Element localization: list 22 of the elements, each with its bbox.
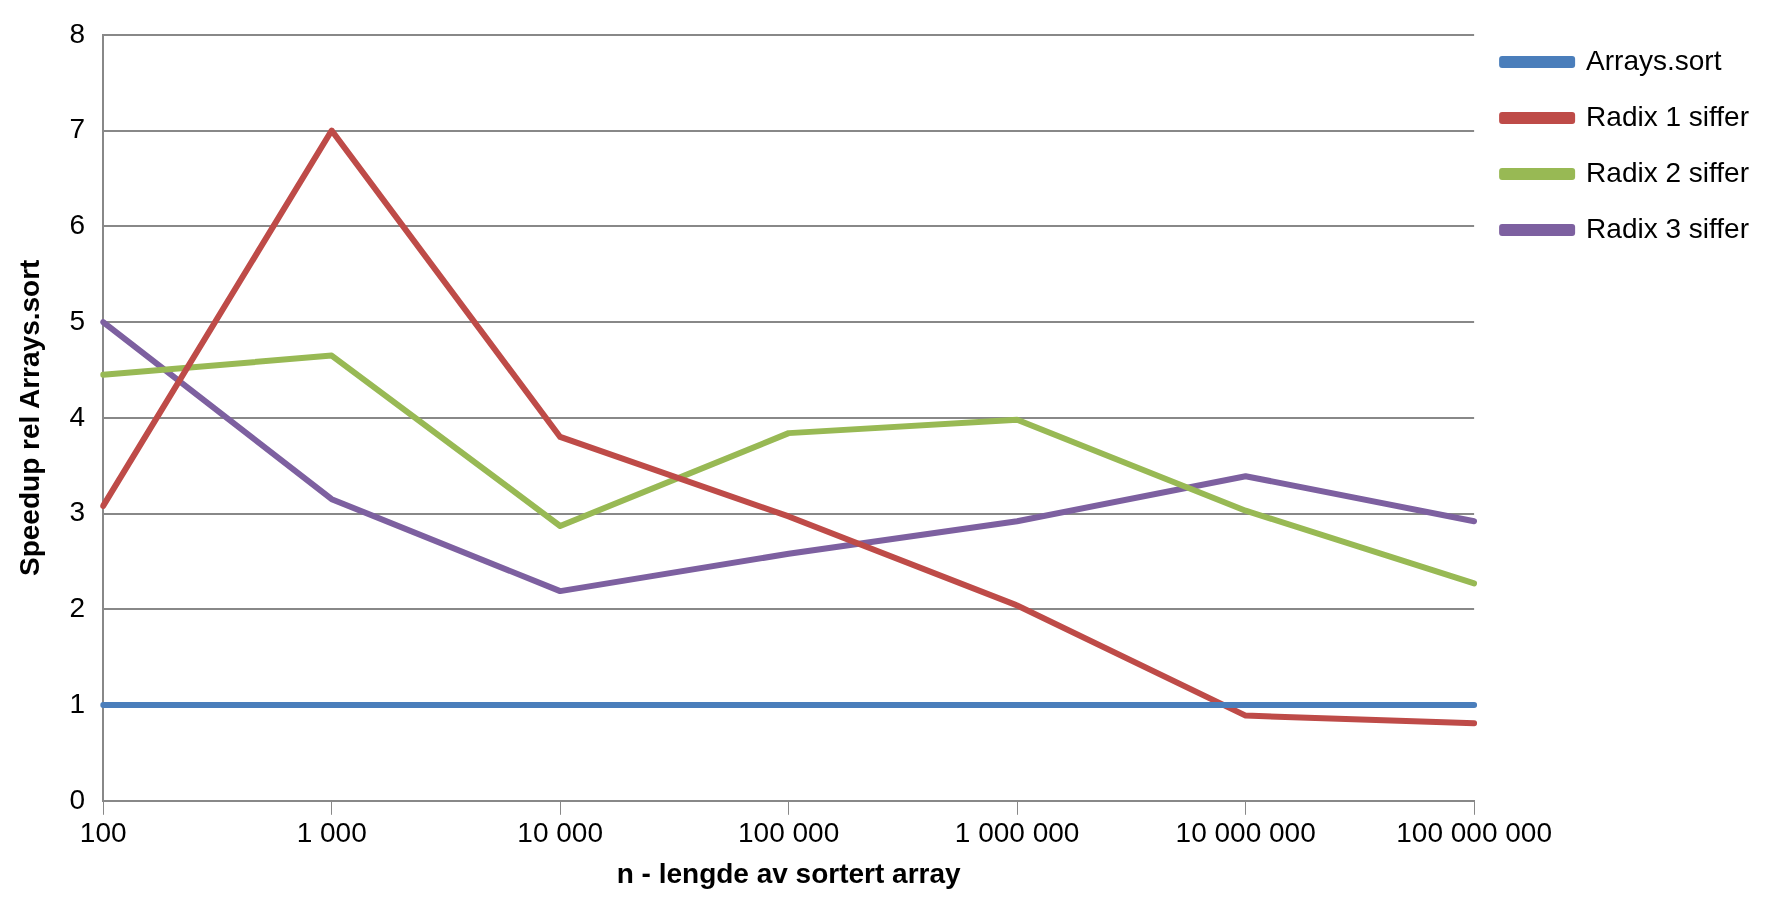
x-tick-label: 10 000 [517, 817, 603, 849]
legend-label: Radix 2 siffer [1586, 156, 1749, 188]
legend-label: Radix 3 siffer [1586, 212, 1749, 244]
x-tick-label: 10 000 000 [1175, 817, 1316, 849]
y-tick-label: 0 [69, 783, 86, 815]
x-tick-label: 1 000 000 [954, 817, 1080, 849]
y-tick-label: 6 [69, 209, 86, 241]
y-tick-label: 7 [69, 113, 86, 145]
legend-label: Arrays.sort [1586, 44, 1722, 76]
x-axis-title: n - lengde av sortert array [616, 857, 962, 889]
legend-label: Radix 1 siffer [1586, 100, 1749, 132]
x-tick-label: 1 000 [296, 817, 367, 849]
y-tick-label: 4 [69, 400, 86, 432]
y-tick-label: 5 [69, 304, 86, 336]
x-tick-label: 100 000 [738, 817, 840, 849]
y-tick-label: 1 [69, 687, 86, 719]
y-tick-label: 3 [69, 496, 86, 528]
x-tick-label: 100 000 000 [1396, 817, 1552, 849]
y-tick-label: 2 [69, 592, 86, 624]
y-tick-label: 8 [69, 17, 86, 49]
x-tick-label: 100 [79, 817, 127, 849]
y-axis-title: Speedup rel Arrays.sort [13, 259, 45, 577]
